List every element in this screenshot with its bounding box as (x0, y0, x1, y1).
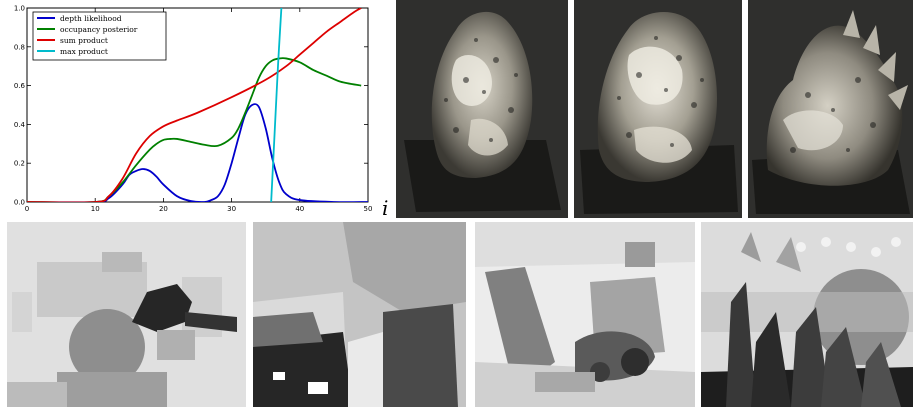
rendered-dinosaur-view-2 (574, 0, 742, 218)
x-tick-label: 10 (91, 205, 100, 213)
legend-label: occupancy posterior (60, 25, 138, 34)
legend-label: max product (60, 47, 108, 56)
y-tick-label: 0.2 (14, 160, 25, 168)
legend-label: sum product (60, 36, 108, 45)
legend-box (32, 11, 167, 61)
series-line-occupancy-posterior (27, 57, 362, 202)
depth-map-2 (253, 222, 466, 407)
depth-map-4 (701, 222, 913, 407)
series-line-depth-likelihood (27, 103, 368, 202)
series-line-max-product (270, 8, 283, 202)
depth-map-1 (7, 222, 246, 407)
y-tick-label: 0.0 (14, 199, 25, 207)
likelihood-chart: 0 10 20 30 40 50 0.0 0.2 0.4 0.6 0.8 1.0 depth like… (0, 0, 395, 219)
depth-map-3 (475, 222, 695, 407)
x-axis-label: i (382, 196, 388, 218)
rendered-dinosaur-view-3 (748, 0, 913, 218)
x-tick-label: 20 (159, 205, 168, 213)
chart-svg: 0 10 20 30 40 50 0.0 0.2 0.4 0.6 0.8 1.0 depth like… (14, 5, 389, 219)
rendered-dinosaur-view-1 (396, 0, 568, 218)
x-tick-label: 0 (25, 205, 29, 213)
y-tick-label: 0.8 (14, 43, 25, 51)
series-line-sum-product (27, 8, 362, 202)
x-tick-label: 30 (227, 205, 236, 213)
y-tick-label: 0.4 (14, 121, 26, 129)
x-tick-label: 40 (295, 205, 304, 213)
x-tick-label: 50 (364, 205, 373, 213)
legend-label: depth likelihood (60, 14, 122, 23)
y-tick-label: 1.0 (14, 5, 25, 13)
y-tick-label: 0.6 (14, 82, 26, 90)
